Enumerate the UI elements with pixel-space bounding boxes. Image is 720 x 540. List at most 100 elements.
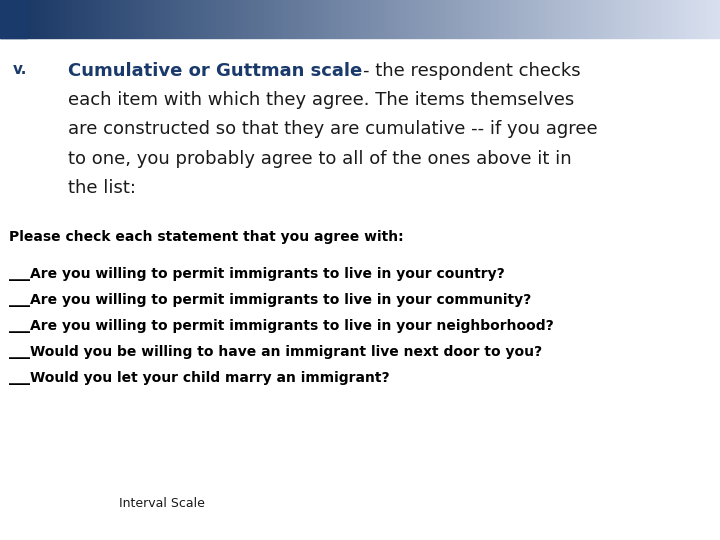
Polygon shape [341, 0, 343, 38]
Polygon shape [182, 0, 185, 38]
Polygon shape [626, 0, 629, 38]
Polygon shape [466, 0, 468, 38]
Polygon shape [266, 0, 269, 38]
Polygon shape [14, 0, 17, 38]
Polygon shape [243, 0, 245, 38]
Polygon shape [72, 0, 74, 38]
Polygon shape [495, 0, 497, 38]
Polygon shape [713, 0, 715, 38]
Polygon shape [379, 0, 382, 38]
Polygon shape [686, 0, 689, 38]
Polygon shape [502, 0, 504, 38]
Polygon shape [595, 0, 598, 38]
Polygon shape [662, 0, 665, 38]
Polygon shape [718, 0, 720, 38]
Polygon shape [252, 0, 254, 38]
Polygon shape [221, 0, 223, 38]
Polygon shape [274, 0, 276, 38]
Polygon shape [139, 0, 142, 38]
Polygon shape [423, 0, 425, 38]
Polygon shape [603, 0, 605, 38]
Polygon shape [459, 0, 461, 38]
Polygon shape [446, 0, 449, 38]
Polygon shape [420, 0, 423, 38]
Polygon shape [439, 0, 441, 38]
Polygon shape [319, 0, 322, 38]
Polygon shape [7, 0, 9, 38]
Polygon shape [199, 0, 202, 38]
Polygon shape [545, 0, 547, 38]
Polygon shape [585, 0, 588, 38]
Polygon shape [125, 0, 127, 38]
Polygon shape [607, 0, 610, 38]
Polygon shape [485, 0, 487, 38]
Polygon shape [593, 0, 595, 38]
Polygon shape [415, 0, 418, 38]
Polygon shape [336, 0, 338, 38]
Polygon shape [329, 0, 331, 38]
Polygon shape [163, 0, 166, 38]
Polygon shape [286, 0, 288, 38]
Polygon shape [235, 0, 238, 38]
Polygon shape [288, 0, 290, 38]
Polygon shape [542, 0, 545, 38]
Polygon shape [101, 0, 103, 38]
Polygon shape [703, 0, 706, 38]
Polygon shape [444, 0, 446, 38]
Polygon shape [523, 0, 526, 38]
Polygon shape [382, 0, 384, 38]
Polygon shape [552, 0, 554, 38]
Polygon shape [135, 0, 137, 38]
Polygon shape [528, 0, 531, 38]
Polygon shape [189, 0, 192, 38]
Polygon shape [612, 0, 614, 38]
Polygon shape [600, 0, 603, 38]
Polygon shape [223, 0, 225, 38]
Polygon shape [312, 0, 315, 38]
Polygon shape [346, 0, 348, 38]
Polygon shape [427, 0, 430, 38]
Polygon shape [120, 0, 122, 38]
Polygon shape [142, 0, 144, 38]
Polygon shape [377, 0, 379, 38]
Polygon shape [513, 0, 516, 38]
Polygon shape [401, 0, 403, 38]
Polygon shape [103, 0, 106, 38]
Polygon shape [351, 0, 353, 38]
Polygon shape [679, 0, 682, 38]
Polygon shape [653, 0, 655, 38]
Polygon shape [29, 0, 31, 38]
Text: the list:: the list: [68, 179, 136, 197]
Polygon shape [63, 0, 65, 38]
Polygon shape [108, 0, 110, 38]
Polygon shape [110, 0, 113, 38]
Polygon shape [574, 0, 576, 38]
Polygon shape [384, 0, 387, 38]
Polygon shape [144, 0, 146, 38]
Polygon shape [684, 0, 686, 38]
Polygon shape [74, 0, 77, 38]
Text: ___Would you let your child marry an immigrant?: ___Would you let your child marry an imm… [9, 371, 390, 385]
Polygon shape [667, 0, 670, 38]
Polygon shape [209, 0, 211, 38]
Polygon shape [338, 0, 341, 38]
Polygon shape [708, 0, 711, 38]
Polygon shape [322, 0, 324, 38]
Text: ___Would you be willing to have an immigrant live next door to you?: ___Would you be willing to have an immig… [9, 345, 541, 359]
Polygon shape [629, 0, 631, 38]
Polygon shape [137, 0, 139, 38]
Polygon shape [67, 0, 70, 38]
Polygon shape [293, 0, 295, 38]
Polygon shape [473, 0, 475, 38]
Polygon shape [564, 0, 567, 38]
Polygon shape [624, 0, 626, 38]
Polygon shape [665, 0, 667, 38]
Text: Please check each statement that you agree with:: Please check each statement that you agr… [9, 230, 403, 244]
Polygon shape [590, 0, 593, 38]
Polygon shape [554, 0, 557, 38]
Polygon shape [24, 0, 27, 38]
Polygon shape [571, 0, 574, 38]
Polygon shape [130, 0, 132, 38]
Polygon shape [675, 0, 677, 38]
Polygon shape [398, 0, 401, 38]
